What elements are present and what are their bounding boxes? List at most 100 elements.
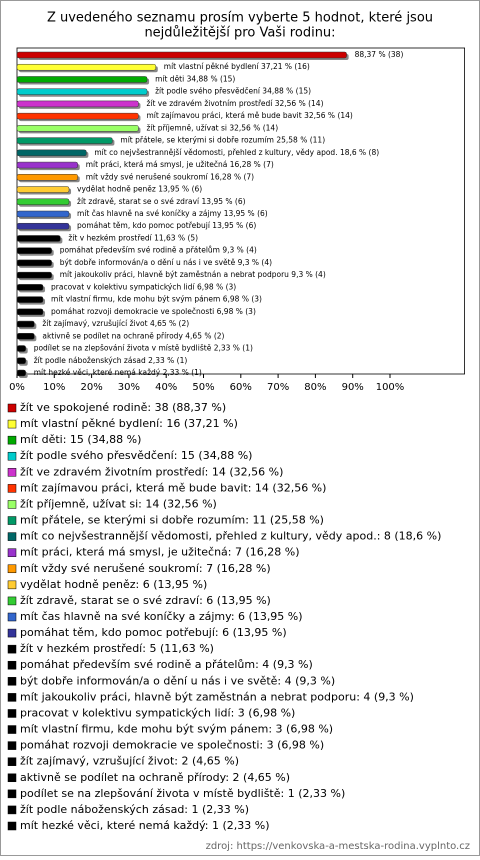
legend-label: podílet se na zlepšování života v místě … [20, 787, 345, 800]
bar-label: mít děti 34,88 % (15) [155, 74, 235, 83]
bar-label: mít práci, která má smysl, je užitečná 1… [86, 160, 274, 169]
bar-label: být dobře informován/a o dění u nás i ve… [60, 258, 272, 267]
bar [16, 63, 157, 71]
legend-swatch [7, 612, 17, 622]
legend-label: žít v hezkém prostředí: 5 (11,63 %) [20, 642, 214, 655]
legend-swatch [7, 403, 17, 413]
bar-label: pomáhat těm, kdo pomoc potřebují 13,95 %… [77, 221, 256, 230]
legend-label: pracovat v kolektivu sympatických lidí: … [20, 706, 295, 719]
legend-label: být dobře informován/a o dění u nás i ve… [20, 674, 335, 687]
x-tick-label: 20% [80, 382, 102, 393]
bar [16, 271, 52, 279]
bar [16, 186, 70, 193]
bar-label: podílet se na zlepšování života v místě … [34, 344, 253, 353]
legend-label: vydělat hodně peněz: 6 (13,95 %) [20, 578, 207, 591]
legend-swatch [7, 419, 17, 429]
x-tick-label: 70% [267, 382, 289, 393]
x-tick-label: 40% [155, 382, 177, 393]
bar [16, 88, 148, 95]
bar [16, 125, 139, 132]
chart-title: nejdůležitější pro Vaši rodinu: [144, 26, 335, 41]
legend-swatch [7, 596, 17, 606]
bar-label: žít zajímavý, vzrušující život 4,65 % (2… [42, 319, 189, 328]
legend-swatch [7, 484, 17, 493]
legend-swatch [7, 821, 17, 831]
bar-label: pomáhat rozvoji demokracie ve společnost… [51, 307, 256, 316]
bar-label: mít vždy své nerušené soukromí 16,28 % (… [86, 172, 254, 181]
bar-label: mít co nejvšestrannější vědomosti, přehl… [94, 148, 379, 157]
bar-label: mít vlastní pěkné bydlení 37,21 % (16) [164, 62, 310, 71]
x-tick-label: 60% [230, 382, 252, 393]
bar-label: mít jakoukoliv práci, hlavně být zaměstn… [60, 270, 326, 279]
legend-label: pomáhat rozvoji demokracie ve společnost… [20, 739, 324, 752]
source: zdroj: https://venkovska-a-mestska-rodin… [206, 841, 470, 852]
x-tick-label: 50% [192, 382, 214, 393]
bar-label: žít příjemně, užívat si 32,56 % (14) [146, 123, 278, 132]
bar-label: žít zdravě, starat se o své zdraví 13,95… [77, 197, 246, 206]
legend-swatch [7, 693, 17, 702]
bar [16, 100, 139, 108]
x-tick-label: 80% [304, 382, 326, 393]
bar-label: žít podle náboženských zásad 2,33 % (1) [34, 356, 188, 365]
bar-label: aktivně se podílet na ochraně přírody 4,… [42, 331, 224, 340]
bar [16, 357, 26, 365]
bar-label: 88,37 % (38) [355, 50, 404, 59]
legend-label: mít co nejvšestrannější vědomosti, přehl… [20, 530, 441, 543]
bar [16, 247, 52, 254]
bar [16, 174, 78, 181]
legend-label: mít jakoukoliv práci, hlavně být zaměstn… [20, 690, 414, 703]
legend-swatch [7, 548, 17, 557]
legend-label: mít práci, která má smysl, je užitečná: … [20, 546, 300, 559]
bar-label: vydělat hodně peněz 13,95 % (6) [77, 185, 202, 194]
bar [16, 51, 347, 59]
bar [16, 284, 44, 291]
bar-label: mít čas hlavně na své koníčky a zájmy 13… [77, 209, 268, 218]
legend-label: žít ve zdravém životním prostředí: 14 (3… [20, 465, 283, 478]
bar [16, 369, 26, 377]
bar [16, 296, 44, 303]
bar-label: mít zajímavou práci, která mě bude bavit… [146, 111, 352, 120]
legend-swatch [7, 644, 17, 654]
bar [16, 76, 148, 83]
legend-label: žít zajímavý, vzrušující život: 2 (4,65 … [20, 755, 239, 768]
legend-label: pomáhat především své rodině a přátelům:… [20, 658, 313, 671]
bar [16, 222, 70, 230]
bar [16, 235, 61, 242]
legend-label: pomáhat těm, kdo pomoc potřebují: 6 (13,… [20, 626, 287, 639]
bar [16, 320, 35, 328]
bar-label: pracovat v kolektivu sympatických lidí 6… [51, 282, 236, 291]
legend-swatch [7, 709, 17, 718]
bar [16, 333, 35, 340]
legend-swatch [7, 628, 17, 638]
bar [16, 308, 44, 316]
x-tick-label: 100% [376, 382, 405, 393]
legend-label: žít zdravě, starat se o své zdraví: 6 (1… [20, 594, 271, 607]
x-tick-label: 10% [43, 382, 65, 393]
bar-label: mít vlastní firmu, kde mohu být svým pán… [51, 295, 262, 304]
chart-title: Z uvedeného seznamu prosím vyberte 5 hod… [47, 11, 433, 26]
legend-swatch [7, 564, 17, 574]
legend-label: žít podle náboženských zásad: 1 (2,33 %) [20, 803, 249, 816]
legend-swatch [7, 725, 17, 734]
legend-swatch [7, 468, 17, 477]
bar [16, 259, 52, 267]
legend-label: mít hezké věci, které nemá každý: 1 (2,3… [20, 819, 270, 832]
legend-swatch [7, 451, 17, 461]
legend-label: mít vždy své nerušené soukromí: 7 (16,28… [20, 562, 271, 575]
legend-swatch [7, 532, 17, 541]
bar [16, 112, 139, 120]
legend-swatch [7, 677, 17, 686]
legend-swatch [7, 773, 17, 783]
bar-label: žít podle svého přesvědčení 34,88 % (15) [155, 87, 311, 96]
legend-swatch [7, 741, 17, 750]
legend-swatch [7, 580, 17, 590]
x-tick-label: 90% [342, 382, 364, 393]
legend-label: aktivně se podílet na ochraně přírody: 2… [20, 771, 290, 784]
legend-swatch [7, 500, 17, 509]
bar [16, 161, 78, 169]
x-tick-label: 30% [118, 382, 140, 393]
legend-label: mít vlastní pěkné bydlení: 16 (37,21 %) [20, 417, 238, 430]
legend-label: mít děti: 15 (34,88 %) [20, 433, 141, 446]
x-tick-label: 0% [9, 382, 25, 393]
